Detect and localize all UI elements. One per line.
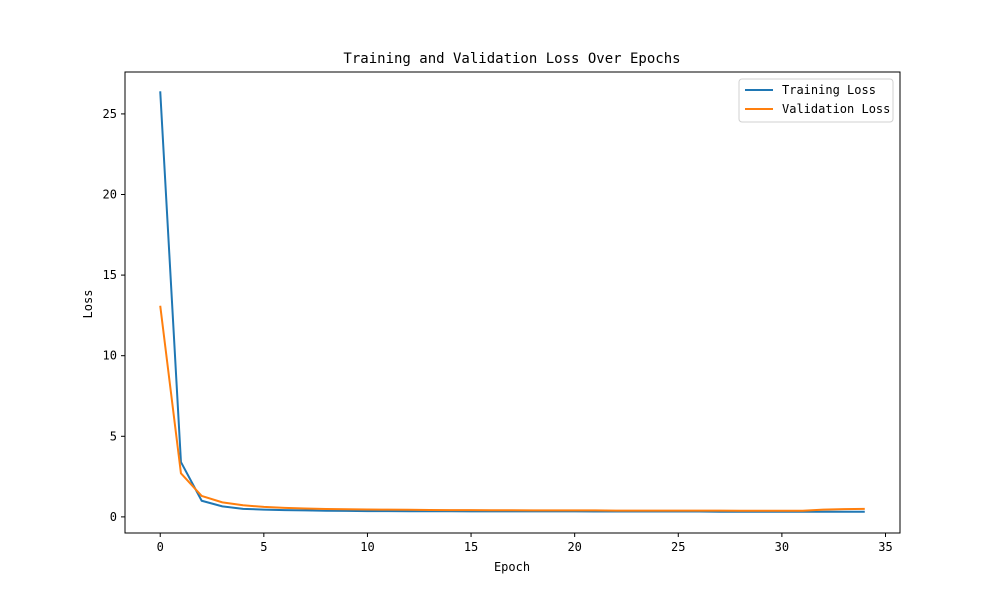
y-tick-label: 20 — [103, 188, 117, 202]
x-tick-label: 10 — [360, 540, 374, 554]
y-tick-label: 25 — [103, 107, 117, 121]
y-tick-label: 5 — [110, 429, 117, 443]
y-axis-label: Loss — [81, 290, 95, 319]
legend-box — [738, 78, 894, 123]
axes-frame — [124, 71, 901, 534]
series-line-validation-loss — [159, 305, 865, 512]
x-tick-label: 25 — [671, 540, 685, 554]
x-tick-label: 0 — [157, 540, 164, 554]
y-tick-label: 0 — [110, 510, 117, 524]
x-tick-label: 15 — [464, 540, 478, 554]
x-tick-label: 5 — [260, 540, 267, 554]
legend-label: Validation Loss — [782, 102, 890, 116]
x-tick-label: 20 — [567, 540, 581, 554]
x-tick-label: 30 — [775, 540, 789, 554]
x-tick-label: 35 — [878, 540, 892, 554]
series-line-training-loss — [159, 91, 865, 513]
y-tick-label: 10 — [103, 349, 117, 363]
x-axis-label: Epoch — [494, 560, 530, 574]
legend: Training Loss Validation Loss — [738, 78, 894, 123]
plot-area: 0 5 10 15 20 25 30 35 0 5 10 15 20 25 — [103, 71, 901, 554]
y-tick-label: 15 — [103, 268, 117, 282]
legend-label: Training Loss — [782, 83, 876, 97]
chart-title: Training and Validation Loss Over Epochs — [343, 51, 680, 67]
